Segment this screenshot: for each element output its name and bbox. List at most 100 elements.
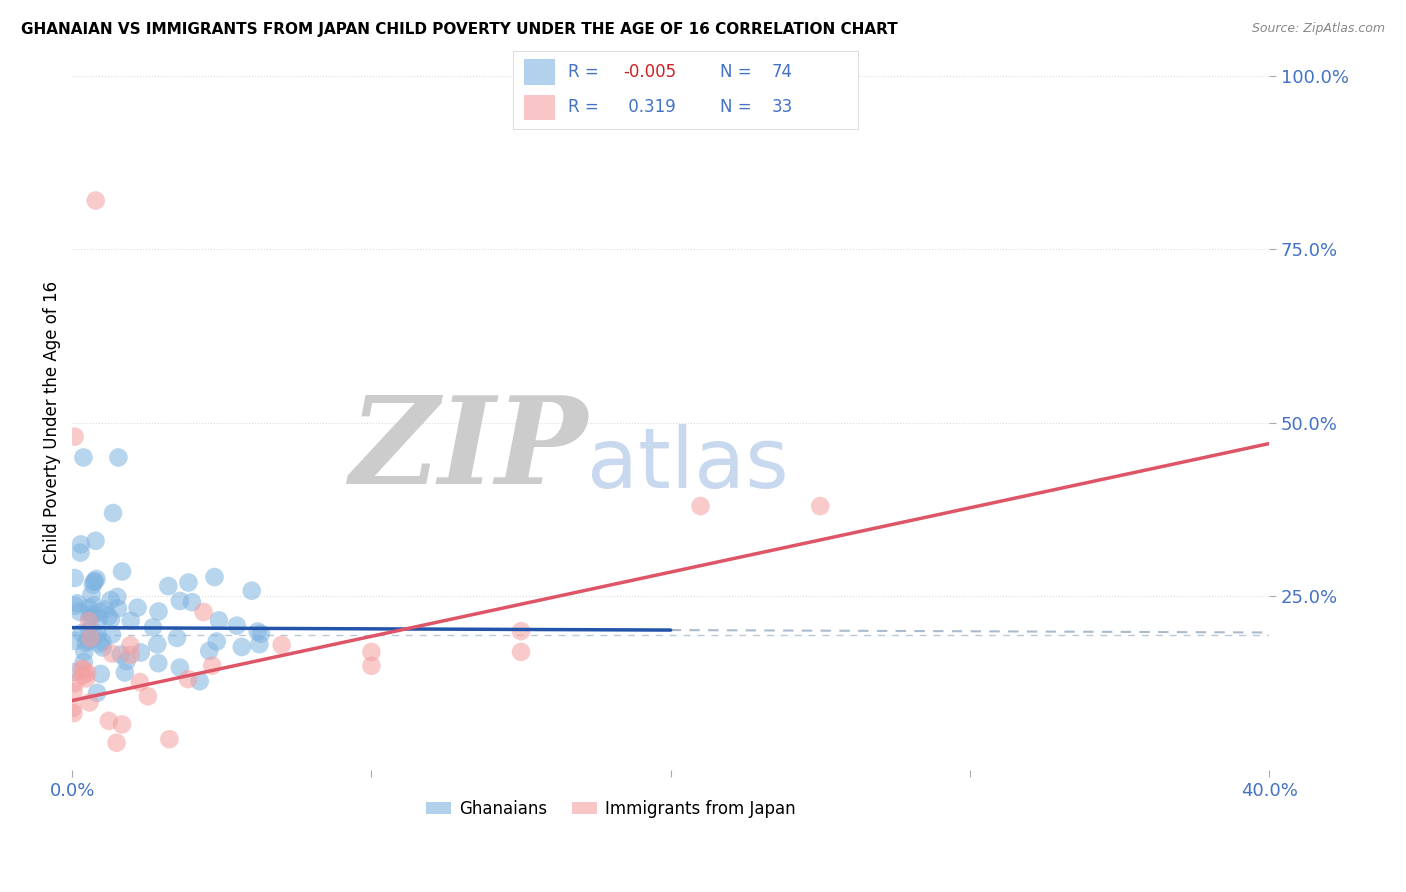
Point [105,736,128,750]
Point [208,613,231,627]
Point [83,574,105,589]
Text: N =: N = [720,98,756,116]
Bar [523,95,554,120]
Text: GHANAIAN VS IMMIGRANTS FROM JAPAN CHILD POVERTY UNDER THE AGE OF 16 CORRELATION : GHANAIAN VS IMMIGRANTS FROM JAPAN CHILD … [21,22,898,37]
Point [77,631,100,645]
Point [360,658,382,673]
Point [97,609,120,624]
Point [225,618,247,632]
Point [83,628,105,642]
Point [72,450,94,465]
Point [128,675,150,690]
Text: ZIP: ZIP [349,392,586,510]
Point [79,695,101,709]
Point [82,577,104,591]
Point [101,627,124,641]
Point [79,631,101,645]
Point [193,605,215,619]
Point [100,613,122,627]
Point [75,636,97,650]
Point [70,662,93,676]
Point [111,717,134,731]
Y-axis label: Child Poverty Under the Age of 16: Child Poverty Under the Age of 16 [44,281,60,565]
Point [79,610,101,624]
Point [120,614,142,628]
Point [240,583,263,598]
Point [80,609,103,624]
Point [270,638,292,652]
Point [177,672,200,686]
Point [63,634,86,648]
Point [157,732,180,747]
Point [66,596,89,610]
Point [105,590,128,604]
Point [120,648,142,662]
Point [169,594,191,608]
Point [142,620,165,634]
Point [231,640,253,654]
Text: atlas: atlas [586,424,789,505]
Point [146,637,169,651]
Point [111,565,134,579]
Point [127,600,149,615]
Text: 33: 33 [772,98,793,116]
Point [63,430,86,444]
Point [510,645,533,659]
Point [69,546,91,560]
Point [86,572,108,586]
Point [80,587,103,601]
Point [166,631,188,645]
Point [114,665,136,680]
Point [205,634,228,648]
Point [84,533,107,548]
Text: N =: N = [720,63,756,81]
Point [510,624,533,639]
Point [101,647,124,661]
Text: -0.005: -0.005 [623,63,676,81]
Point [83,574,105,589]
Point [177,575,200,590]
Text: R =: R = [568,98,605,116]
Point [67,605,90,619]
Point [63,599,86,613]
Point [87,605,110,619]
Bar [523,60,554,85]
Point [86,626,108,640]
Point [75,672,97,686]
Point [110,648,132,662]
Point [169,660,191,674]
Point [62,706,84,721]
Text: R =: R = [568,63,605,81]
Point [100,593,122,607]
Point [77,624,100,639]
Point [90,667,112,681]
Point [689,499,711,513]
Point [76,665,98,680]
Point [72,668,94,682]
Point [62,684,84,698]
Point [77,614,100,628]
Point [82,632,104,646]
Point [97,714,120,728]
Point [129,645,152,659]
Point [107,450,129,465]
Point [204,570,226,584]
Point [70,626,93,640]
Point [73,655,96,669]
Point [63,571,86,585]
Text: Source: ZipAtlas.com: Source: ZipAtlas.com [1251,22,1385,36]
Point [360,645,382,659]
Point [180,595,202,609]
Legend: Ghanaians, Immigrants from Japan: Ghanaians, Immigrants from Japan [419,793,803,824]
Point [94,602,117,616]
Point [808,499,831,513]
Point [62,665,84,679]
Point [80,607,103,622]
Point [83,599,105,613]
Point [148,656,170,670]
Point [148,604,170,618]
Point [107,601,129,615]
Point [62,701,84,715]
Point [120,638,142,652]
Point [76,634,98,648]
